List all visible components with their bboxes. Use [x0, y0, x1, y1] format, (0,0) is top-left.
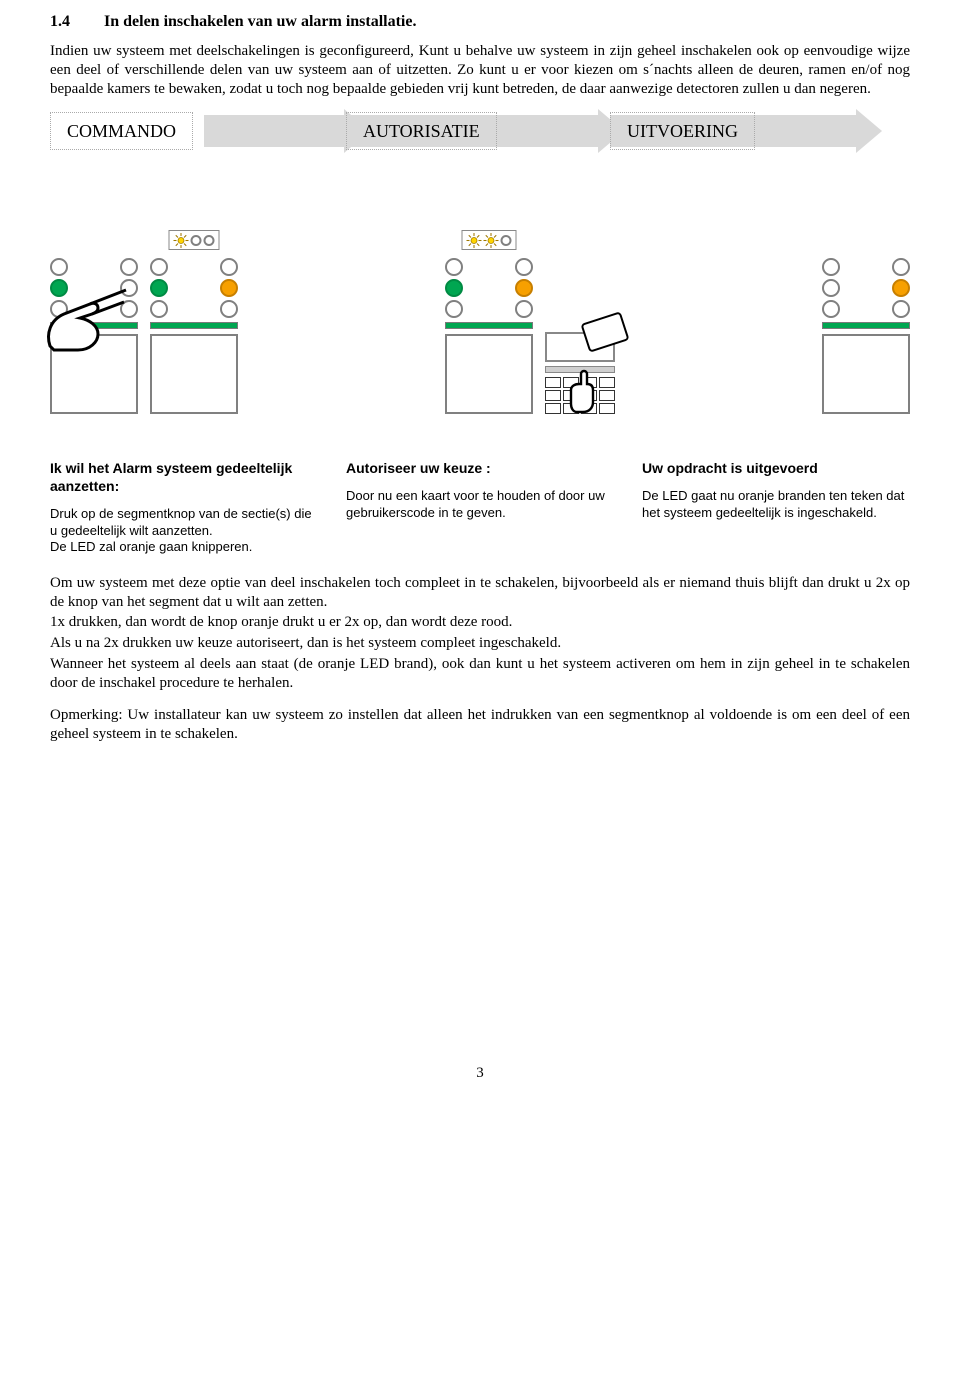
caption-col-1: Ik wil het Alarm systeem gedeeltelijk aa… [50, 460, 318, 556]
alarm-panel [150, 258, 238, 414]
led-icon [220, 279, 238, 297]
body-line: Wanneer het systeem al deels aan staat (… [50, 655, 910, 693]
led-icon [515, 258, 533, 276]
diagram-step-1 [50, 258, 238, 414]
status-bar [50, 322, 138, 329]
intro-paragraph: Indien uw systeem met deelschakelingen i… [50, 42, 910, 98]
typing-hand-icon [567, 366, 607, 414]
alarm-panel [50, 258, 138, 414]
status-bar [150, 322, 238, 329]
led-icon [50, 258, 68, 276]
panel-display [150, 334, 238, 414]
led-icon [822, 279, 840, 297]
alarm-panel [445, 258, 533, 414]
diagram-step-2 [445, 258, 615, 414]
body-paragraph-2: Om uw systeem met deze optie van deel in… [50, 574, 910, 693]
diagram-step-3 [822, 258, 910, 414]
rfid-card-icon [579, 310, 635, 360]
led-icon [120, 300, 138, 318]
sun-icon [484, 233, 499, 248]
status-bar [445, 322, 533, 329]
dot-icon [191, 235, 202, 246]
led-icon [50, 279, 68, 297]
note-paragraph: Opmerking: Uw installateur kan uw systee… [50, 706, 910, 744]
led-icon [515, 279, 533, 297]
flow-stage-commando: COMMANDO [50, 112, 193, 150]
caption-body: Door nu een kaart voor te houden of door… [346, 488, 614, 521]
led-icon [120, 279, 138, 297]
led-icon [445, 300, 463, 318]
body-line: 1x drukken, dan wordt de knop oranje dru… [50, 613, 910, 632]
blink-indicator [462, 230, 517, 250]
keypad [545, 332, 615, 414]
led-icon [150, 279, 168, 297]
flow-stage-autorisatie: AUTORISATIE [346, 112, 497, 150]
panel-display [822, 334, 910, 414]
caption-body: Druk op de segmentknop van de sectie(s) … [50, 506, 318, 556]
led-icon [50, 300, 68, 318]
section-heading: 1.4 In delen inschakelen van uw alarm in… [50, 12, 910, 32]
flow-stage-uitvoering: UITVOERING [610, 112, 755, 150]
caption-heading: Ik wil het Alarm systeem gedeeltelijk aa… [50, 460, 318, 496]
led-icon [150, 300, 168, 318]
caption-body: De LED gaat nu oranje branden ten teken … [642, 488, 910, 521]
diagram-row [50, 194, 910, 414]
status-bar [822, 322, 910, 329]
section-number: 1.4 [50, 12, 100, 32]
led-icon [445, 258, 463, 276]
caption-heading: Autoriseer uw keuze : [346, 460, 614, 478]
body-line: Als u na 2x drukken uw keuze autoriseert… [50, 634, 910, 653]
led-icon [150, 258, 168, 276]
caption-col-3: Uw opdracht is uitgevoerd De LED gaat nu… [642, 460, 910, 556]
led-icon [120, 258, 138, 276]
dot-icon [204, 235, 215, 246]
caption-heading: Uw opdracht is uitgevoerd [642, 460, 910, 478]
led-icon [445, 279, 463, 297]
led-icon [515, 300, 533, 318]
led-icon [892, 258, 910, 276]
led-icon [892, 279, 910, 297]
led-icon [892, 300, 910, 318]
process-flow: COMMANDO AUTORISATIE UITVOERING [50, 112, 910, 154]
panel-display [50, 334, 138, 414]
led-icon [220, 300, 238, 318]
led-icon [822, 300, 840, 318]
alarm-panel [822, 258, 910, 414]
led-icon [822, 258, 840, 276]
section-title: In delen inschakelen van uw alarm instal… [104, 13, 416, 30]
dot-icon [501, 235, 512, 246]
caption-col-2: Autoriseer uw keuze : Door nu een kaart … [346, 460, 614, 556]
page-number: 3 [50, 1064, 910, 1083]
sun-icon [174, 233, 189, 248]
body-line: Om uw systeem met deze optie van deel in… [50, 574, 910, 612]
blink-indicator [169, 230, 220, 250]
sun-icon [467, 233, 482, 248]
panel-display [445, 334, 533, 414]
caption-row: Ik wil het Alarm systeem gedeeltelijk aa… [50, 460, 910, 556]
led-icon [220, 258, 238, 276]
